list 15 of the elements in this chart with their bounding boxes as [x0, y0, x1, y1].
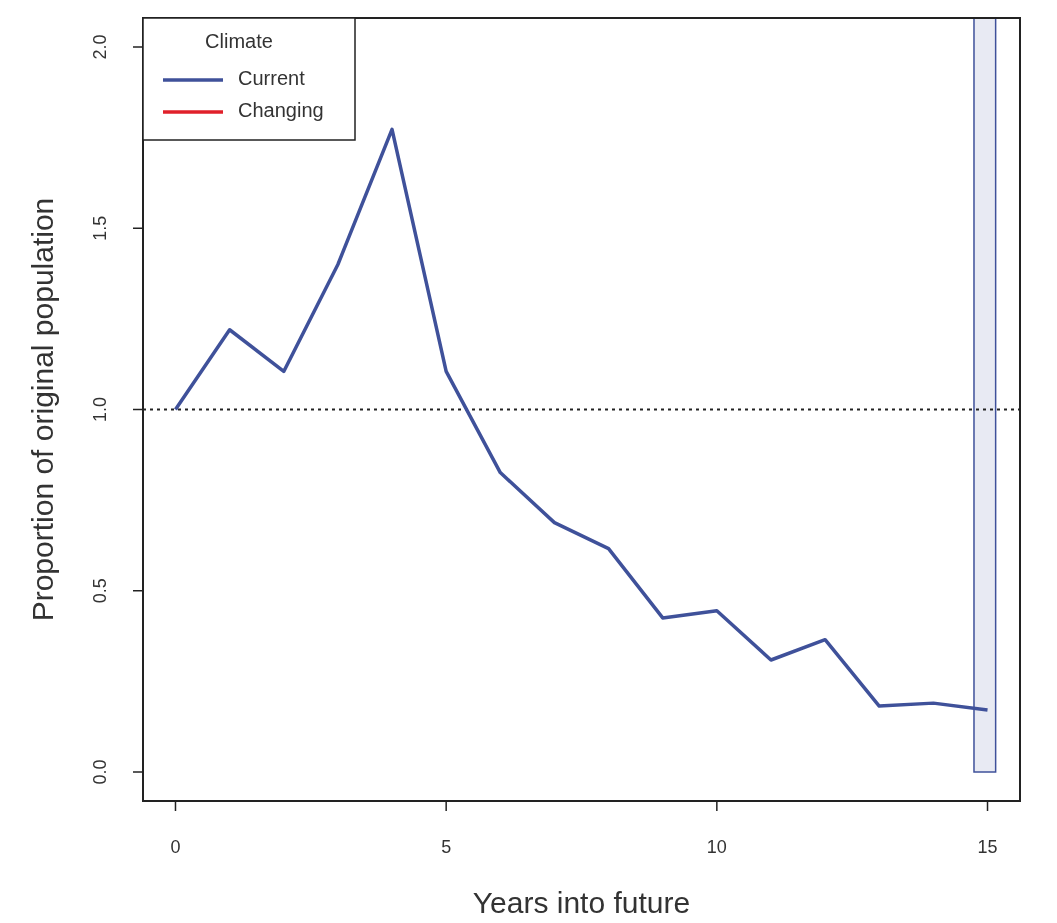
y-tick-label: 0.0 — [89, 759, 110, 785]
legend-title: Climate — [205, 30, 273, 52]
legend-label: Changing — [238, 99, 324, 122]
x-axis-title: Years into future — [472, 886, 691, 919]
x-tick-label: 15 — [977, 837, 998, 857]
y-tick-label: 0.5 — [89, 578, 110, 604]
y-tick-label: 1.5 — [89, 215, 110, 241]
x-tick-label: 0 — [170, 837, 181, 857]
legend-label: Current — [238, 67, 306, 90]
y-tick-label: 2.0 — [89, 34, 110, 60]
y-axis-title: Proportion of original population — [26, 197, 59, 622]
x-tick-label: 10 — [706, 837, 727, 857]
line-series — [173, 127, 990, 712]
x-tick-label: 5 — [441, 837, 452, 857]
y-tick-label: 1.0 — [89, 396, 110, 423]
